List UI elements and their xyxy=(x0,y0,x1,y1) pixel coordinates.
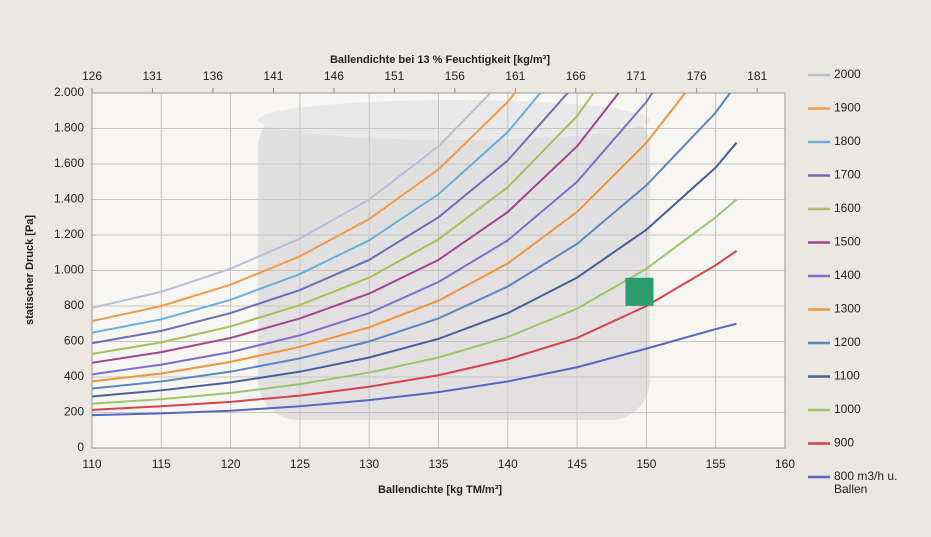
x2-tick-label: 141 xyxy=(263,69,283,83)
x2-tick-label: 131 xyxy=(142,69,162,83)
page: Ballendichte bei 13 % Feuchtigkeit [kg/m… xyxy=(0,0,931,537)
legend-label: 1600 xyxy=(834,201,861,215)
x2-tick-label: 161 xyxy=(505,69,525,83)
y-tick-label: 1.000 xyxy=(54,263,84,277)
highlight-marker xyxy=(625,278,653,306)
legend-label: 1400 xyxy=(834,268,861,282)
x2-tick-label: 156 xyxy=(445,69,465,83)
x-tick-label: 140 xyxy=(498,457,518,471)
x-tick-label: 120 xyxy=(221,457,241,471)
x-axis-title: Ballendichte [kg TM/m³] xyxy=(378,484,502,496)
legend-label: 1700 xyxy=(834,168,861,182)
x-tick-label: 125 xyxy=(290,457,310,471)
y-tick-label: 1.800 xyxy=(54,121,84,135)
y-tick-label: 2.000 xyxy=(54,85,84,99)
x-tick-label: 110 xyxy=(82,457,101,471)
x2-tick-label: 176 xyxy=(687,69,707,83)
legend-label: 1800 xyxy=(834,134,861,148)
x2-tick-label: 181 xyxy=(747,69,767,83)
legend-label: 1100 xyxy=(834,369,860,383)
x-tick-label: 145 xyxy=(567,457,587,471)
x-tick-label: 130 xyxy=(359,457,379,471)
legend-label: 2000 xyxy=(834,67,861,81)
legend-label: 1200 xyxy=(834,335,861,349)
y-tick-label: 0 xyxy=(77,440,84,454)
x2-tick-label: 126 xyxy=(82,69,102,83)
x-tick-label: 155 xyxy=(706,457,726,471)
y-axis-title: statischer Druck [Pa] xyxy=(24,215,36,325)
y-tick-label: 1.200 xyxy=(54,227,84,241)
legend-label: 900 xyxy=(834,436,854,450)
y-tick-label: 600 xyxy=(64,334,84,348)
legend-label: 1300 xyxy=(834,302,861,316)
y-tick-label: 800 xyxy=(64,298,84,312)
x-tick-label: 115 xyxy=(152,457,171,471)
y-tick-label: 200 xyxy=(64,405,84,419)
y-tick-label: 400 xyxy=(64,369,84,383)
x2-tick-label: 166 xyxy=(566,69,586,83)
x2-axis-title: Ballendichte bei 13 % Feuchtigkeit [kg/m… xyxy=(330,54,550,66)
y-tick-label: 1.600 xyxy=(54,156,84,170)
x2-tick-label: 146 xyxy=(324,69,344,83)
legend-label: 1900 xyxy=(834,101,861,115)
x-tick-label: 160 xyxy=(775,457,795,471)
x-tick-label: 150 xyxy=(636,457,656,471)
chart: Ballendichte bei 13 % Feuchtigkeit [kg/m… xyxy=(0,0,931,537)
legend-label: 1000 xyxy=(834,402,861,416)
y-tick-label: 1.400 xyxy=(54,192,84,206)
x2-tick-label: 171 xyxy=(626,69,646,83)
x2-tick-label: 136 xyxy=(203,69,223,83)
legend-label: 1500 xyxy=(834,235,861,249)
x-tick-label: 135 xyxy=(428,457,448,471)
x2-tick-label: 151 xyxy=(384,69,404,83)
